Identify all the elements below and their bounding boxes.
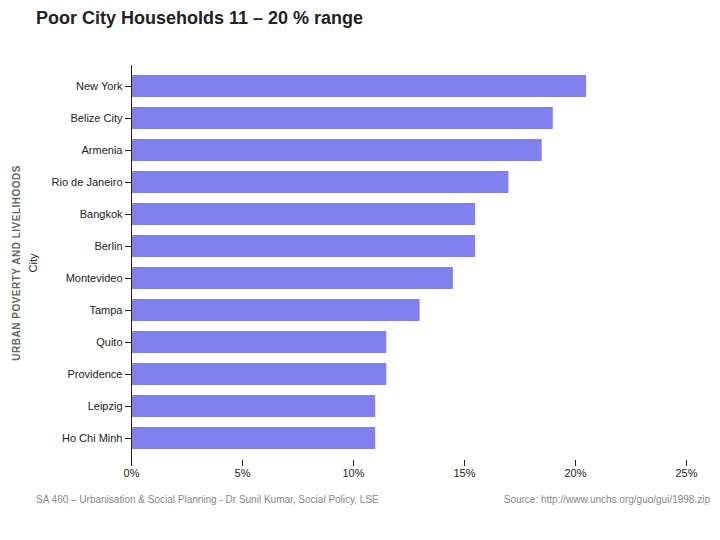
- html-text:SA 460 – Urbanisation & Social: SA 460 – Urbanisation & Social Planning …: [36, 494, 379, 505]
- svg-text:Belize City: Belize City: [71, 112, 123, 124]
- svg-text:Bangkok: Bangkok: [80, 208, 123, 220]
- svg-text:New York: New York: [76, 80, 123, 92]
- html-text:Poor City Households 11 – 20 %: Poor City Households 11 – 20 % range: [36, 8, 364, 28]
- svg-text:City: City: [27, 253, 39, 272]
- svg-text:20%: 20%: [564, 467, 586, 479]
- svg-text:0%: 0%: [124, 467, 140, 479]
- svg-text:Berlin: Berlin: [94, 240, 122, 252]
- svg-text:Armenia: Armenia: [82, 144, 124, 156]
- svg-text:Rio de Janeiro: Rio de Janeiro: [52, 176, 123, 188]
- svg-text:Quito: Quito: [96, 336, 122, 348]
- svg-text:Leipzig: Leipzig: [88, 400, 123, 412]
- html-text:Source: http://www.unchs.org/g: Source: http://www.unchs.org/guo/gui/199…: [503, 494, 710, 505]
- svg-text:25%: 25%: [675, 467, 697, 479]
- svg-text:Montevideo: Montevideo: [66, 272, 123, 284]
- svg-text:Ho Chi Minh: Ho Chi Minh: [62, 432, 123, 444]
- svg-text:5%: 5%: [235, 467, 251, 479]
- svg-text:Providence: Providence: [67, 368, 122, 380]
- svg-text:15%: 15%: [453, 467, 475, 479]
- html-text:URBAN POVERTY AND LIVELIHOODS: URBAN POVERTY AND LIVELIHOODS: [10, 164, 22, 361]
- svg-text:Tampa: Tampa: [89, 304, 123, 316]
- svg-text:10%: 10%: [342, 467, 364, 479]
